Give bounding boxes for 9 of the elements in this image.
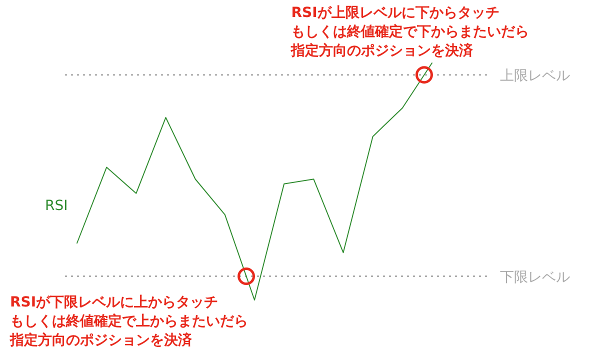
annotation: RSIが下限レベルに上からタッチ — [10, 294, 218, 310]
series-label: RSI — [45, 198, 68, 214]
text: もしくは終値確定で下からまたいだら — [291, 22, 530, 40]
text: もしくは終値確定で上からまたいだら — [10, 312, 248, 330]
text: 指定方向のポジションを決済 — [290, 42, 474, 59]
text: RSIが上限レベルに下からタッチ — [291, 4, 500, 21]
ref-line-label: 下限レベル — [500, 269, 570, 286]
ref-line-label: 上限レベル — [500, 68, 570, 84]
text: 指定方向のポジションを決済 — [9, 331, 193, 348]
